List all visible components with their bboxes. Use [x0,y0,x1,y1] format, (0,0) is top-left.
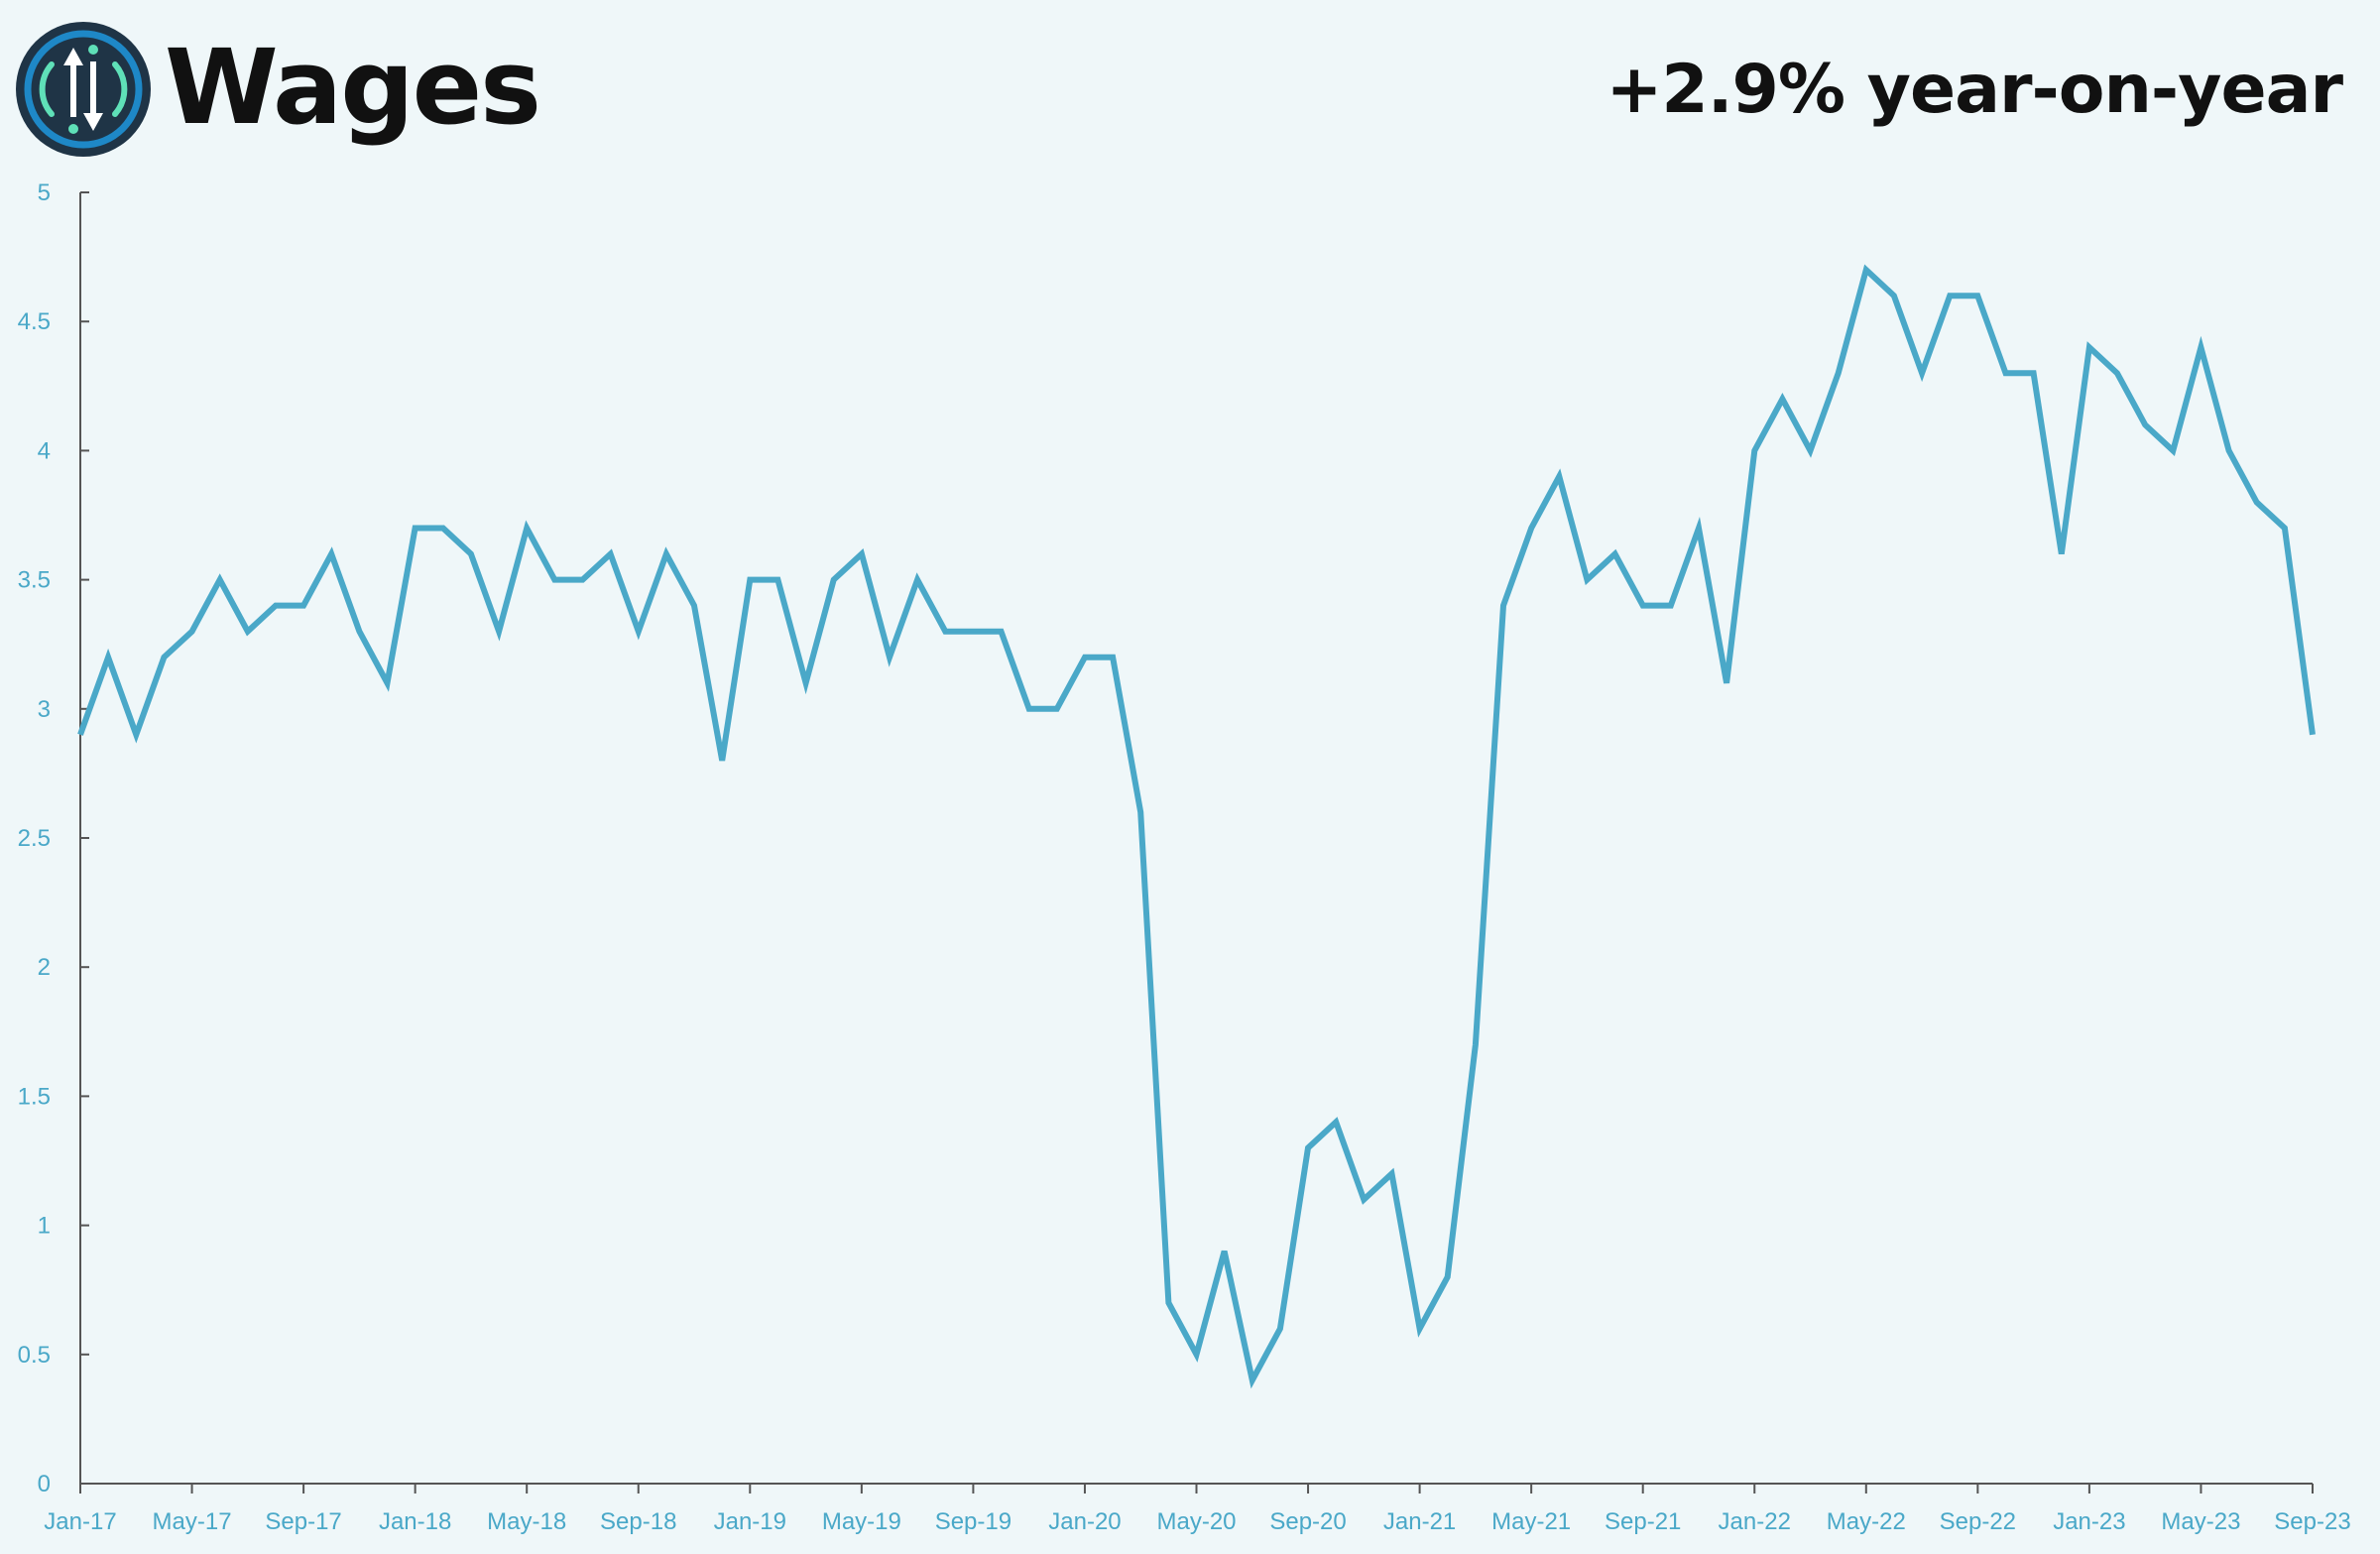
y-tick-label: 0.5 [18,1342,51,1369]
x-tick-label: May-22 [1827,1508,1906,1535]
x-tick-label: Sep-21 [1605,1508,1681,1535]
x-tick-label: May-21 [1491,1508,1571,1535]
x-tick-label: Sep-17 [265,1508,341,1535]
x-tick-label: Jan-20 [1048,1508,1121,1535]
y-tick-label: 1.5 [18,1083,51,1110]
headline-stat: +2.9% year-on-year [1606,51,2343,129]
y-tick-label: 2.5 [18,825,51,852]
x-tick-label: May-18 [487,1508,566,1535]
up-down-arrows-icon [63,45,103,134]
x-axis: Jan-17 May-17 Sep-17 Jan-18 May-18 Sep-18 Jan-… [44,1483,2351,1535]
x-tick-label: Jan-18 [379,1508,451,1535]
y-tick-label: 2 [38,954,51,981]
y-tick-label: 3.5 [18,567,51,594]
x-tick-label: Sep-20 [1269,1508,1346,1535]
x-tick-label: Jan-19 [714,1508,786,1535]
series-group [77,264,2316,1389]
x-tick-label: Jan-21 [1383,1508,1456,1535]
y-tick-label: 4 [38,437,51,464]
x-tick-label: Sep-19 [935,1508,1012,1535]
x-tick-label: Jan-17 [44,1508,116,1535]
x-tick-label: Jan-22 [1719,1508,1791,1535]
x-tick-label: May-19 [822,1508,901,1535]
y-tick-label: 5 [38,179,51,206]
y-tick-label: 0 [38,1471,51,1497]
y-tick-label: 3 [38,696,51,723]
x-tick-label: Jan-23 [2053,1508,2125,1535]
y-tick-label: 1 [38,1213,51,1240]
page-title: Wages [165,27,541,148]
x-tick-label: Sep-18 [600,1508,676,1535]
x-tick-label: Sep-22 [1940,1508,2016,1535]
y-axis: 0 0.5 1 1.5 2 2.5 3 3.5 4 4.5 5 [18,179,89,1497]
x-tick-label: May-23 [2161,1508,2240,1535]
x-tick-label: Sep-23 [2274,1508,2350,1535]
x-tick-label: May-17 [153,1508,232,1535]
series-line [77,264,2316,1389]
x-tick-label: May-20 [1156,1508,1236,1535]
logo [16,22,151,157]
y-tick-label: 4.5 [18,308,51,335]
